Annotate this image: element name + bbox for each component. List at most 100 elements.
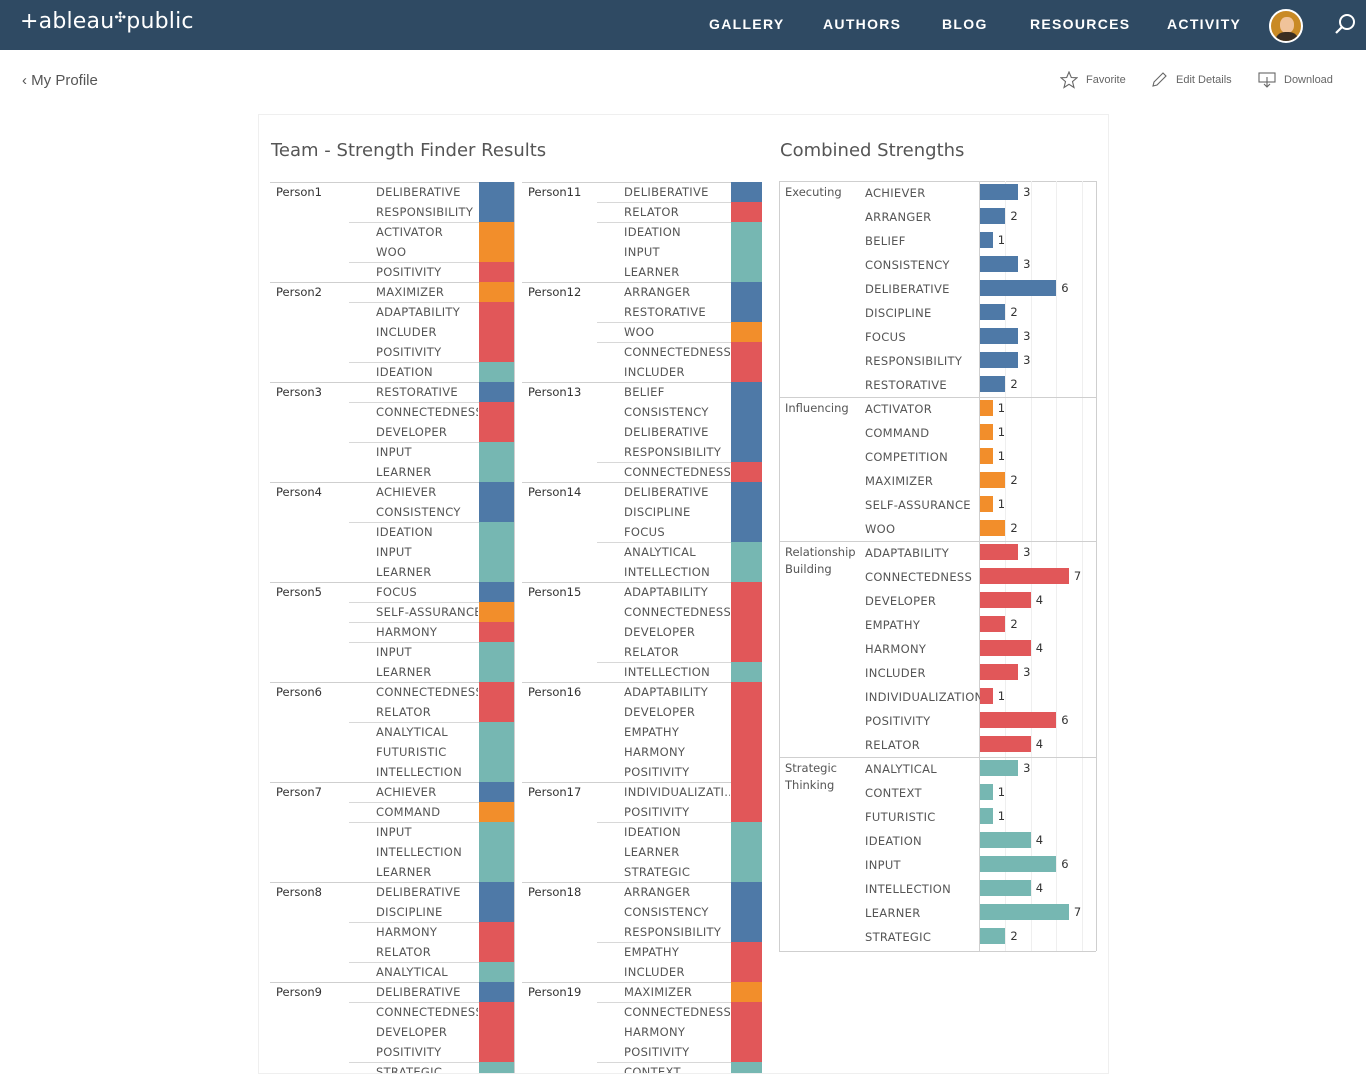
strength-color-cell[interactable]	[731, 682, 762, 702]
strength-color-cell[interactable]	[731, 862, 762, 882]
strength-color-cell[interactable]	[479, 922, 514, 942]
back-to-profile-link[interactable]: ‹ My Profile	[22, 72, 98, 89]
strength-color-cell[interactable]	[731, 502, 762, 522]
search-icon[interactable]	[1335, 13, 1357, 35]
strength-color-cell[interactable]	[479, 662, 514, 682]
bar[interactable]	[980, 304, 1006, 320]
strength-color-cell[interactable]	[479, 342, 514, 362]
strength-color-cell[interactable]	[479, 882, 514, 902]
strength-color-cell[interactable]	[731, 562, 762, 582]
strength-color-cell[interactable]	[479, 242, 514, 262]
nav-activity[interactable]: ACTIVITY	[1167, 16, 1242, 32]
nav-authors[interactable]: AUTHORS	[823, 16, 902, 32]
strength-color-cell[interactable]	[731, 322, 762, 342]
bar[interactable]	[980, 496, 993, 512]
bar[interactable]	[980, 400, 993, 416]
strength-color-cell[interactable]	[479, 642, 514, 662]
strength-color-cell[interactable]	[479, 682, 514, 702]
strength-color-cell[interactable]	[479, 702, 514, 722]
strength-color-cell[interactable]	[731, 342, 762, 362]
strength-color-cell[interactable]	[479, 1022, 514, 1042]
strength-color-cell[interactable]	[731, 1042, 762, 1062]
nav-gallery[interactable]: GALLERY	[709, 16, 785, 32]
strength-color-cell[interactable]	[731, 262, 762, 282]
bar[interactable]	[980, 808, 993, 824]
bar[interactable]	[980, 640, 1031, 656]
bar[interactable]	[980, 904, 1069, 920]
strength-color-cell[interactable]	[479, 962, 514, 982]
bar[interactable]	[980, 592, 1031, 608]
strength-color-cell[interactable]	[479, 182, 514, 202]
bar[interactable]	[980, 328, 1019, 344]
bar[interactable]	[980, 688, 993, 704]
nav-blog[interactable]: BLOG	[942, 16, 988, 32]
bar[interactable]	[980, 760, 1019, 776]
strength-color-cell[interactable]	[731, 622, 762, 642]
strength-color-cell[interactable]	[731, 722, 762, 742]
strength-color-cell[interactable]	[731, 202, 762, 222]
strength-color-cell[interactable]	[479, 402, 514, 422]
strength-color-cell[interactable]	[731, 842, 762, 862]
strength-color-cell[interactable]	[479, 502, 514, 522]
tableau-public-logo[interactable]: +ableau✣public	[20, 9, 194, 34]
bar[interactable]	[980, 712, 1057, 728]
bar[interactable]	[980, 424, 993, 440]
strength-color-cell[interactable]	[731, 642, 762, 662]
strength-color-cell[interactable]	[731, 942, 762, 962]
strength-color-cell[interactable]	[731, 442, 762, 462]
strength-color-cell[interactable]	[731, 982, 762, 1002]
bar[interactable]	[980, 232, 993, 248]
strength-color-cell[interactable]	[731, 602, 762, 622]
favorite-button[interactable]: Favorite	[1060, 71, 1126, 89]
bar[interactable]	[980, 448, 993, 464]
bar[interactable]	[980, 376, 1006, 392]
strength-color-cell[interactable]	[479, 522, 514, 542]
nav-resources[interactable]: RESOURCES	[1030, 16, 1131, 32]
strength-color-cell[interactable]	[479, 422, 514, 442]
strength-color-cell[interactable]	[731, 382, 762, 402]
strength-color-cell[interactable]	[479, 222, 514, 242]
strength-color-cell[interactable]	[479, 622, 514, 642]
strength-color-cell[interactable]	[479, 1062, 514, 1073]
bar[interactable]	[980, 784, 993, 800]
download-button[interactable]: Download	[1258, 72, 1333, 88]
bar[interactable]	[980, 352, 1019, 368]
strength-color-cell[interactable]	[479, 562, 514, 582]
strength-color-cell[interactable]	[479, 742, 514, 762]
strength-color-cell[interactable]	[479, 382, 514, 402]
strength-color-cell[interactable]	[731, 922, 762, 942]
bar[interactable]	[980, 568, 1069, 584]
bar[interactable]	[980, 832, 1031, 848]
bar[interactable]	[980, 664, 1019, 680]
strength-color-cell[interactable]	[479, 822, 514, 842]
bar[interactable]	[980, 520, 1006, 536]
strength-color-cell[interactable]	[731, 1062, 762, 1073]
bar[interactable]	[980, 544, 1019, 560]
bar[interactable]	[980, 616, 1006, 632]
strength-color-cell[interactable]	[731, 462, 762, 482]
strength-color-cell[interactable]	[731, 1022, 762, 1042]
strength-color-cell[interactable]	[479, 282, 514, 302]
strength-color-cell[interactable]	[731, 782, 762, 802]
strength-color-cell[interactable]	[479, 842, 514, 862]
strength-color-cell[interactable]	[731, 542, 762, 562]
strength-color-cell[interactable]	[479, 982, 514, 1002]
bar[interactable]	[980, 208, 1006, 224]
strength-color-cell[interactable]	[479, 602, 514, 622]
strength-color-cell[interactable]	[479, 262, 514, 282]
strength-color-cell[interactable]	[731, 242, 762, 262]
strength-color-cell[interactable]	[731, 742, 762, 762]
edit-details-button[interactable]: Edit Details	[1152, 72, 1232, 87]
strength-color-cell[interactable]	[479, 722, 514, 742]
strength-color-cell[interactable]	[731, 222, 762, 242]
strength-color-cell[interactable]	[731, 702, 762, 722]
strength-color-cell[interactable]	[479, 902, 514, 922]
strength-color-cell[interactable]	[731, 522, 762, 542]
bar[interactable]	[980, 880, 1031, 896]
strength-color-cell[interactable]	[479, 942, 514, 962]
bar[interactable]	[980, 736, 1031, 752]
strength-color-cell[interactable]	[731, 422, 762, 442]
strength-color-cell[interactable]	[479, 1042, 514, 1062]
strength-color-cell[interactable]	[479, 582, 514, 602]
strength-color-cell[interactable]	[479, 362, 514, 382]
